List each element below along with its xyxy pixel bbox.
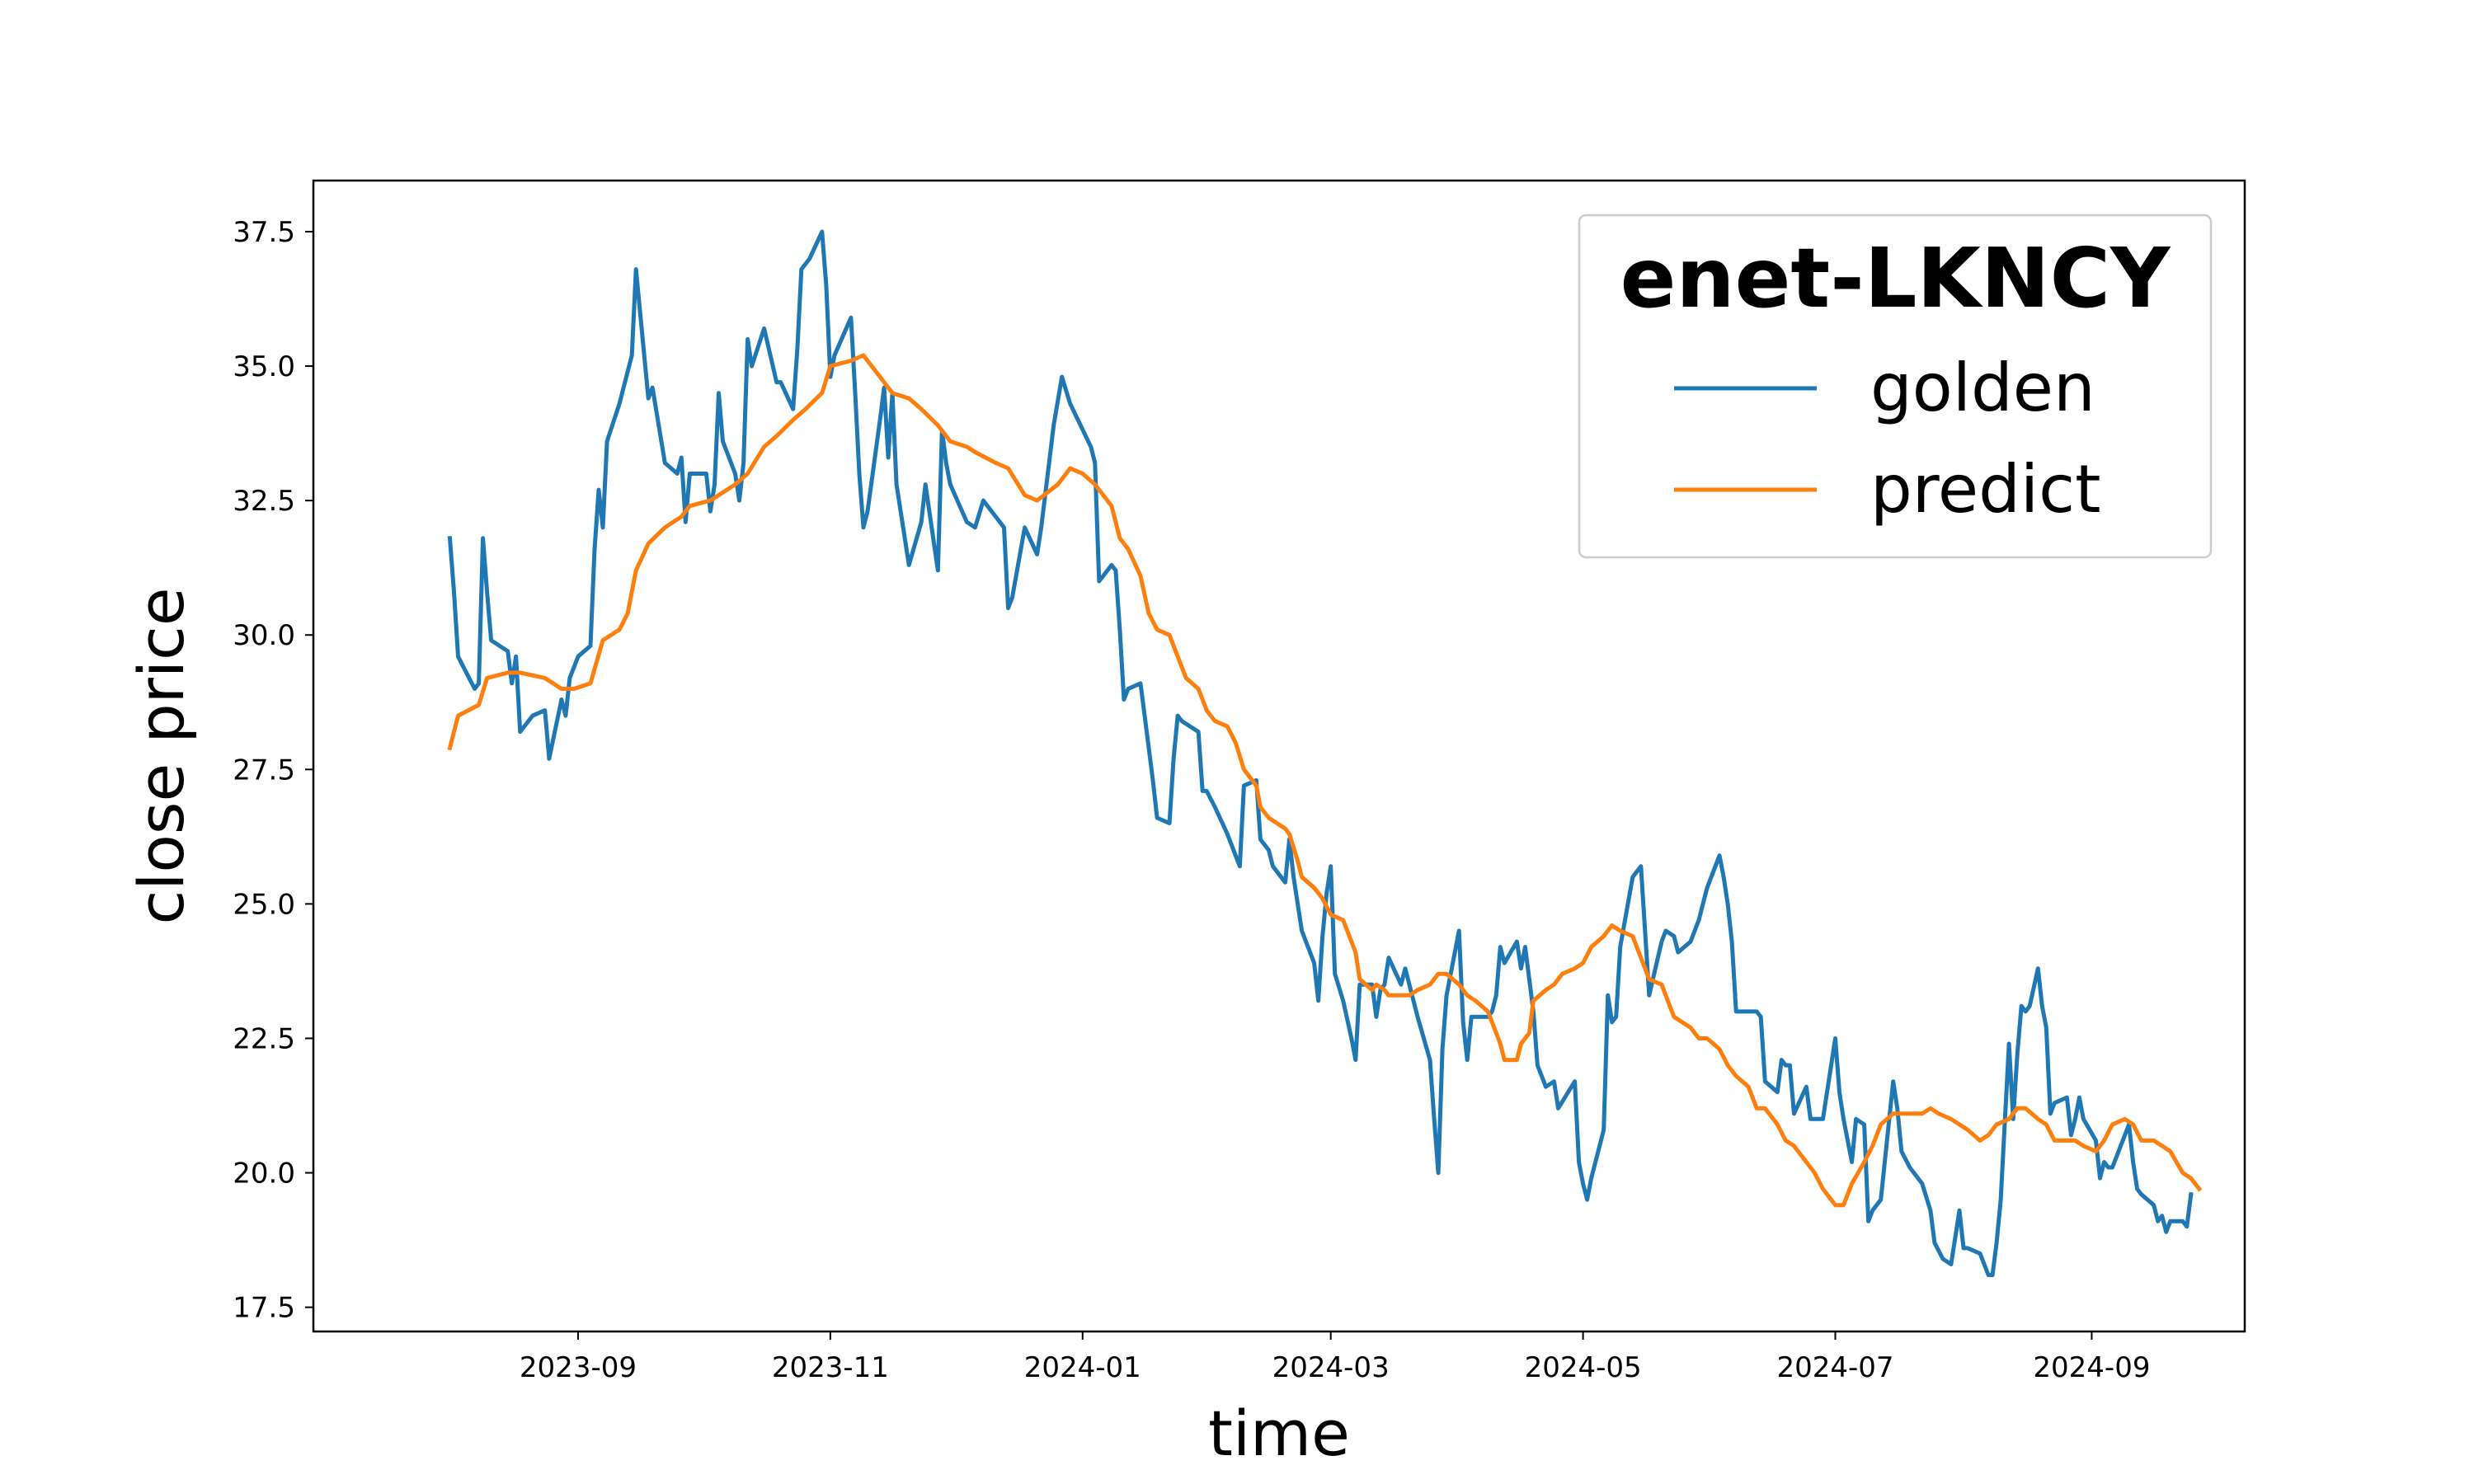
x-tick-label: 2024-01 — [1024, 1351, 1141, 1384]
y-tick-label: 35.0 — [233, 350, 295, 383]
y-tick-label: 25.0 — [233, 888, 295, 921]
x-tick-label: 2024-05 — [1525, 1351, 1642, 1384]
y-tick-label: 37.5 — [233, 216, 295, 249]
legend-title: enet-LKNCY — [1620, 230, 2171, 326]
legend-label-predict: predict — [1870, 451, 2101, 528]
y-axis-title: close price — [125, 587, 198, 924]
x-axis-title: time — [1208, 1397, 1350, 1470]
series-line-predict — [447, 353, 2203, 1208]
plot-frame — [312, 179, 2246, 1333]
series-line-golden — [447, 229, 2194, 1277]
x-tick-label: 2024-09 — [2033, 1351, 2150, 1384]
ticks-layer: 17.5 20.0 22.5 25.0 27.5 30.0 32.5 35.0 37.5 2023… — [233, 216, 2150, 1384]
y-tick-label: 32.5 — [233, 485, 295, 518]
x-tick-label: 2023-11 — [772, 1351, 889, 1384]
series-layer — [447, 229, 2203, 1277]
x-tick-label: 2024-03 — [1272, 1351, 1390, 1384]
y-tick-label: 17.5 — [233, 1292, 295, 1325]
y-tick-label: 30.0 — [233, 619, 295, 652]
legend-box — [1578, 214, 2213, 559]
legend: enet-LKNCY golden predict — [1578, 214, 2213, 559]
x-tick-label: 2023-09 — [520, 1351, 637, 1384]
x-tick-label: 2024-07 — [1776, 1351, 1893, 1384]
y-tick-label: 27.5 — [233, 754, 295, 787]
y-tick-label: 22.5 — [233, 1022, 295, 1055]
legend-label-golden: golden — [1870, 350, 2095, 426]
y-tick-label: 20.0 — [233, 1158, 295, 1190]
